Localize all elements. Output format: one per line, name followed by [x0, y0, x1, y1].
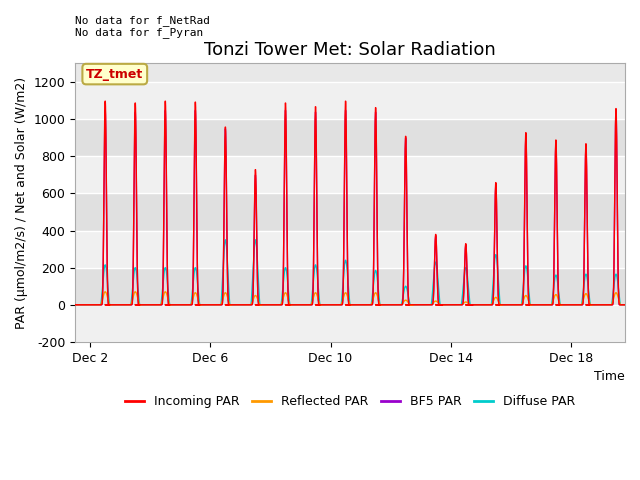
Bar — [75, 82, 625, 119]
Text: No data for f_NetRad
No data for f_Pyran: No data for f_NetRad No data for f_Pyran — [75, 15, 210, 38]
Legend: Incoming PAR, Reflected PAR, BF5 PAR, Diffuse PAR: Incoming PAR, Reflected PAR, BF5 PAR, Di… — [120, 390, 580, 413]
Bar — [75, 193, 625, 230]
Bar — [75, 230, 625, 268]
Text: TZ_tmet: TZ_tmet — [86, 68, 143, 81]
Y-axis label: PAR (μmol/m2/s) / Net and Solar (W/m2): PAR (μmol/m2/s) / Net and Solar (W/m2) — [15, 77, 28, 329]
X-axis label: Time: Time — [595, 370, 625, 383]
Bar — [75, 268, 625, 305]
Title: Tonzi Tower Met: Solar Radiation: Tonzi Tower Met: Solar Radiation — [204, 41, 496, 59]
Bar — [75, 305, 625, 342]
Bar — [75, 119, 625, 156]
Bar — [75, 156, 625, 193]
